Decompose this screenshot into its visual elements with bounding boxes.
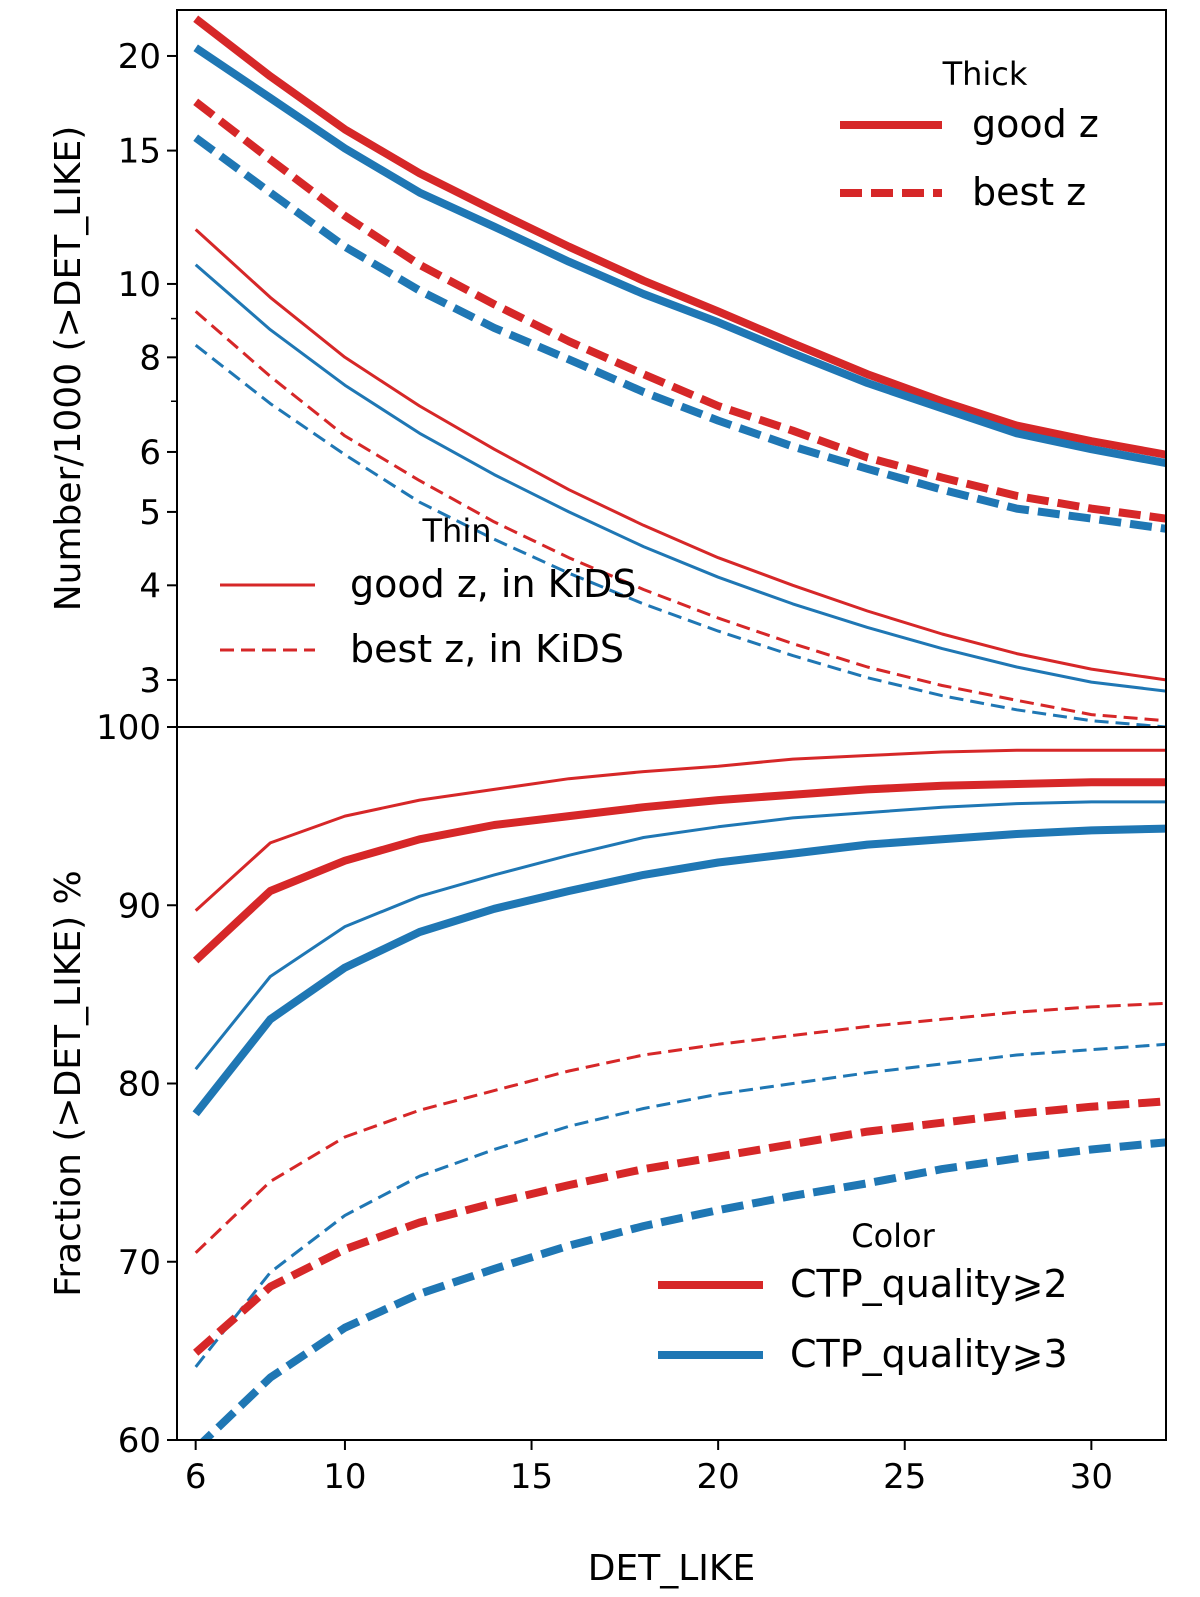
legend-label-0-0-1: best z xyxy=(972,170,1086,214)
series-group-0 xyxy=(193,15,1166,727)
series-line-0-5 xyxy=(194,263,1166,693)
y-axis-label-1: Fraction (>DET_LIKE) % xyxy=(48,870,89,1297)
series-line-0-0 xyxy=(193,15,1166,459)
legend-label-1-0-1: CTP_quality⩾3 xyxy=(790,1332,1068,1376)
series-line-0-3 xyxy=(193,134,1166,533)
series-line-1-0 xyxy=(194,748,1166,912)
legend-label-0-1-0: good z, in KiDS xyxy=(350,562,637,606)
x-tick-label-1-3: 20 xyxy=(697,1457,740,1497)
series-line-1-6 xyxy=(193,1097,1166,1356)
x-tick-label-1-5: 30 xyxy=(1070,1457,1113,1497)
y-tick-label-0-7: 20 xyxy=(118,37,161,77)
series-line-0-4 xyxy=(194,228,1166,682)
legend-title-0-0: Thick xyxy=(942,55,1028,93)
legend-label-0-0-0: good z xyxy=(972,102,1099,146)
y-tick-label-0-3: 6 xyxy=(139,433,161,473)
legend-label-1-0-0: CTP_quality⩾2 xyxy=(790,1262,1068,1306)
y-axis-label-0: Number/1000 (>DET_LIKE) xyxy=(48,126,89,612)
legend-label-0-1-1: best z, in KiDS xyxy=(350,627,624,671)
series-line-0-2 xyxy=(193,98,1166,523)
x-tick-label-1-4: 25 xyxy=(883,1457,926,1497)
y-tick-label-1-0: 60 xyxy=(118,1421,161,1461)
x-tick-label-1-2: 15 xyxy=(510,1457,553,1497)
y-tick-label-1-3: 90 xyxy=(118,886,161,926)
y-tick-label-0-0: 3 xyxy=(139,661,161,701)
y-tick-label-1-4: 100 xyxy=(96,708,161,748)
y-tick-label-0-1: 4 xyxy=(139,566,161,606)
series-line-1-7 xyxy=(199,1138,1166,1440)
series-line-1-5 xyxy=(194,1042,1166,1368)
x-tick-label-1-1: 10 xyxy=(323,1457,366,1497)
y-tick-label-0-2: 5 xyxy=(139,493,161,533)
legend-title-1-0: Color xyxy=(851,1217,935,1255)
y-tick-label-0-5: 10 xyxy=(118,265,161,305)
series-line-1-1 xyxy=(192,778,1166,964)
series-line-1-2 xyxy=(194,800,1166,1071)
series-line-1-3 xyxy=(192,824,1166,1117)
series-group-1 xyxy=(192,748,1166,1440)
series-line-1-4 xyxy=(194,1001,1166,1254)
series-line-0-7 xyxy=(194,344,1166,727)
y-tick-label-0-6: 15 xyxy=(118,132,161,172)
y-tick-label-1-1: 70 xyxy=(118,1243,161,1283)
series-line-0-6 xyxy=(194,310,1166,723)
y-tick-label-0-4: 8 xyxy=(139,338,161,378)
series-line-0-1 xyxy=(193,44,1166,468)
x-axis-label: DET_LIKE xyxy=(588,1548,755,1589)
y-tick-label-1-2: 80 xyxy=(118,1065,161,1105)
legend-title-0-1: Thin xyxy=(422,512,492,550)
x-tick-label-1-0: 6 xyxy=(185,1457,207,1497)
